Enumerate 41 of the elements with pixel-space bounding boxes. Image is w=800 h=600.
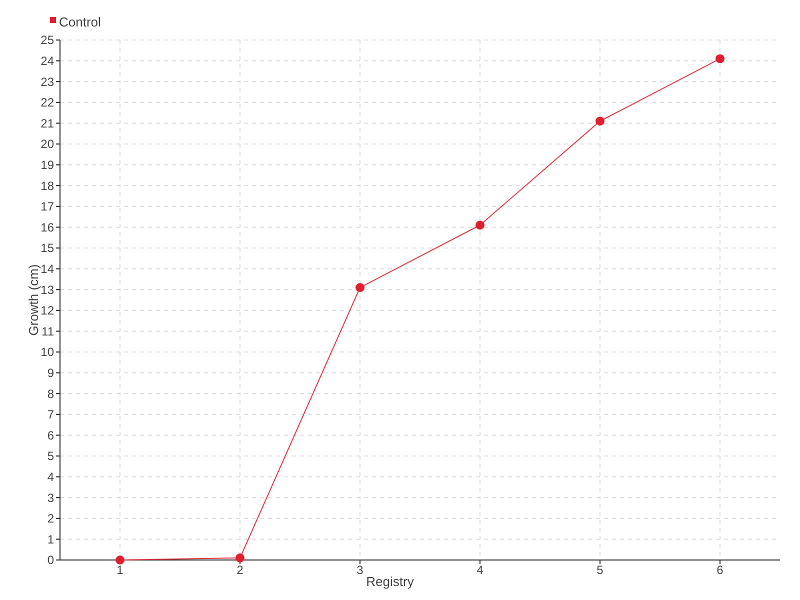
y-tick-label: 4 [47, 470, 54, 484]
y-tick-label: 5 [47, 449, 54, 464]
y-tick-label: 2 [47, 512, 54, 526]
x-tick-label: 2 [236, 563, 244, 577]
y-tick-label: 23 [40, 74, 54, 89]
y-tick-label: 12 [40, 304, 54, 318]
y-tick-label: 13 [40, 282, 54, 297]
y-tick-label: 10 [40, 345, 54, 360]
x-tick-label: 1 [116, 563, 124, 577]
y-tick-label: 14 [40, 262, 54, 276]
y-tick-label: 3 [47, 490, 54, 505]
point [236, 553, 244, 562]
y-tick-label: 11 [42, 324, 54, 338]
y-tick-label: 25 [40, 33, 54, 48]
y-tick-label: 15 [40, 241, 54, 256]
point [356, 283, 364, 292]
y-tick-label: 18 [40, 178, 54, 193]
y-tick-label: 17 [40, 200, 54, 214]
y-tick-label: 21 [40, 116, 54, 130]
x-axis-title: Registry [366, 574, 414, 589]
x-tick-label: 6 [716, 563, 724, 577]
point [476, 220, 484, 230]
y-axis-title: Growth (cm) [26, 264, 41, 336]
y-tick-label: 20 [40, 137, 54, 152]
y-tick-label: 9 [47, 366, 54, 380]
x-tick-label: 5 [596, 563, 604, 577]
point [596, 116, 604, 126]
x-tick-label: 4 [476, 563, 484, 577]
y-tick-label: 16 [40, 220, 54, 234]
y-tick-label: 19 [40, 158, 54, 172]
legend-label: Control [59, 14, 102, 30]
point [716, 54, 724, 64]
y-tick-label: 6 [47, 428, 54, 442]
point [116, 556, 124, 564]
y-tick-label: 22 [40, 96, 54, 110]
y-tick-label: 1 [47, 532, 54, 546]
x-tick-label: 3 [356, 563, 364, 577]
y-tick-label: 24 [40, 54, 54, 68]
y-tick-label: 8 [47, 386, 54, 401]
y-tick-label: 7 [47, 408, 54, 422]
y-tick-label: 0 [47, 553, 54, 568]
